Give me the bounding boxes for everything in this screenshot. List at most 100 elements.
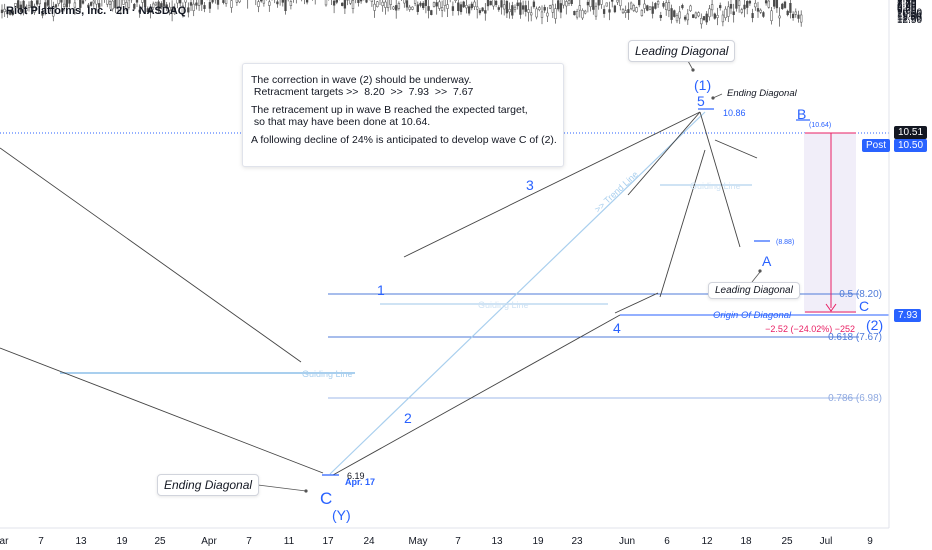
candle-body xyxy=(446,4,449,9)
wave-paren-1: (1) xyxy=(694,77,711,93)
candle-body xyxy=(187,7,190,13)
candle-body xyxy=(513,6,517,10)
candle-body xyxy=(257,1,260,7)
candle-body xyxy=(79,0,82,8)
wave-A: A xyxy=(762,253,772,269)
inner-diagonal-upper xyxy=(714,139,758,159)
candle-body xyxy=(395,5,398,11)
candle-body xyxy=(737,0,741,7)
candle-body xyxy=(30,0,33,9)
candle-body xyxy=(559,3,563,13)
candle-body xyxy=(681,5,684,9)
candle-body xyxy=(351,0,355,9)
candle-body xyxy=(759,9,762,13)
label-fib-0786: 0.786 (6.98) xyxy=(828,393,882,404)
candle-body xyxy=(611,0,614,2)
candle-body xyxy=(567,0,571,4)
candle-body xyxy=(519,2,522,15)
candle-body xyxy=(575,11,579,18)
candle-body xyxy=(184,0,187,3)
candle-body xyxy=(764,0,768,4)
candle-body xyxy=(538,7,541,11)
candle-body xyxy=(27,4,31,8)
candle-body xyxy=(462,1,465,8)
candle-body xyxy=(14,3,17,8)
candle-body xyxy=(683,16,687,20)
candle-body xyxy=(484,10,487,14)
projection-zone xyxy=(804,133,856,313)
candle-body xyxy=(260,0,263,2)
candle-body xyxy=(651,6,654,14)
candle-body xyxy=(135,0,139,3)
candle-body xyxy=(640,9,644,16)
candle-body xyxy=(289,1,293,6)
candle-body xyxy=(762,12,765,17)
label-drop: −2.52 (−24.02%) −252 xyxy=(765,324,855,334)
candle-body xyxy=(92,0,95,4)
candle-layer xyxy=(0,0,803,29)
analysis-note[interactable]: The correction in wave (2) should be und… xyxy=(242,63,564,167)
candle-body xyxy=(727,6,730,17)
y-tick-9: 8.40 xyxy=(897,1,917,12)
candle-body xyxy=(143,0,147,7)
candle-body xyxy=(6,10,9,15)
candle-body xyxy=(176,0,179,4)
candle-body xyxy=(381,1,384,6)
candle-body xyxy=(548,5,552,9)
candle-body xyxy=(748,0,752,4)
candle-body xyxy=(359,0,363,2)
candle-body xyxy=(427,6,430,11)
wave-C-right: C xyxy=(859,298,869,314)
candle-body xyxy=(592,0,595,10)
candle-body xyxy=(789,3,792,13)
candle-body xyxy=(521,5,525,10)
callout-leading-diagonal-top[interactable]: Leading Diagonal xyxy=(628,40,736,62)
candle-body xyxy=(19,4,23,12)
candle-body xyxy=(341,2,344,6)
label-619: 6.19 xyxy=(347,471,365,481)
candle-body xyxy=(208,2,212,9)
candle-body xyxy=(670,8,673,20)
candle-body xyxy=(492,0,495,7)
candle-body xyxy=(424,0,428,6)
candle-body xyxy=(565,1,568,7)
candle-body xyxy=(648,6,652,10)
candle-body xyxy=(152,3,155,8)
callout-ending-diagonal-top[interactable]: Ending Diagonal xyxy=(727,88,797,99)
label-888: (8.88) xyxy=(776,239,794,246)
candle-body xyxy=(125,2,128,9)
y-tick-2: 11.50 xyxy=(897,12,922,23)
label-guiding-line-2: Guiding Line xyxy=(478,300,529,310)
candle-body xyxy=(230,0,233,8)
candle-body xyxy=(773,0,776,7)
x-tick-18: 18 xyxy=(740,536,752,547)
candle-body xyxy=(11,10,14,15)
candle-body xyxy=(673,10,676,17)
candle-body xyxy=(476,6,479,10)
candle-body xyxy=(535,8,538,18)
candle-body xyxy=(405,0,409,8)
pointer-leading-top-dot xyxy=(691,68,695,72)
candle-body xyxy=(589,0,592,8)
projection-zone-layer xyxy=(804,133,856,313)
candle-body xyxy=(710,4,714,11)
candle-body xyxy=(756,8,760,12)
candle-body xyxy=(551,4,554,13)
candle-body xyxy=(557,0,560,10)
callout-leading-diagonal-right[interactable]: Leading Diagonal xyxy=(708,282,800,299)
trend-line xyxy=(329,111,706,475)
candle-body xyxy=(440,7,444,11)
callout-ending-diagonal-left[interactable]: Ending Diagonal xyxy=(157,474,260,496)
candle-body xyxy=(357,0,360,3)
pointer-ending-top xyxy=(712,93,723,99)
candle-body xyxy=(778,15,781,19)
candle-body xyxy=(497,7,500,10)
y-tick-6: 9.60 xyxy=(897,6,917,17)
x-tick-12: 13 xyxy=(491,536,503,547)
candle-body xyxy=(197,0,201,6)
candle-body xyxy=(656,1,660,5)
wave-5: 5 xyxy=(697,93,705,109)
candle-body xyxy=(486,0,490,7)
